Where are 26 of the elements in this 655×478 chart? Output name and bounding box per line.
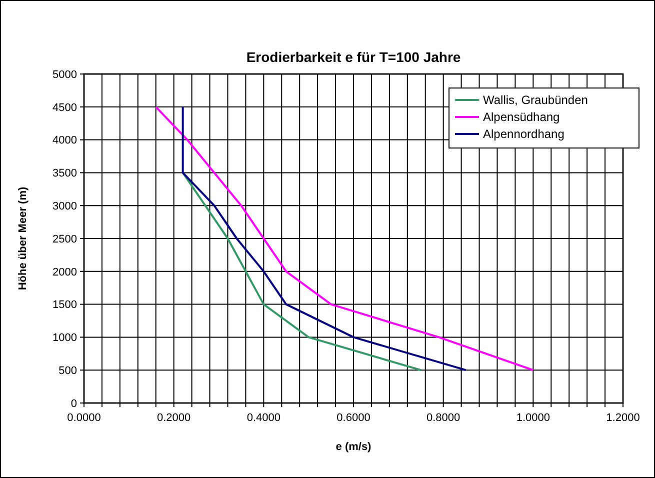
y-tick-label: 4500 [52, 102, 77, 114]
x-tick-label: 1.2000 [606, 412, 640, 424]
x-tick-label: 0.8000 [426, 412, 460, 424]
y-tick-label: 3000 [52, 200, 77, 212]
y-tick-label: 4000 [52, 134, 77, 147]
legend-label: Wallis, Graubünden [483, 93, 588, 108]
y-tick-label: 3500 [52, 168, 77, 180]
chart-title: Erodierbarkeit e für T=100 Jahre [246, 49, 461, 65]
x-axis-title: e (m/s) [336, 441, 372, 453]
x-tick-label: 0.2000 [157, 412, 191, 424]
y-tick-label: 2000 [52, 266, 77, 278]
y-tick-label: 1500 [52, 299, 77, 312]
legend-label: Alpennordhang [483, 127, 564, 142]
x-tick-label: 1.0000 [516, 412, 550, 424]
y-axis-title: Höhe über Meer (m) [17, 186, 29, 290]
y-tick-label: 0 [70, 398, 77, 410]
x-tick-label: 0.0000 [67, 412, 101, 424]
y-tick-label: 5000 [52, 68, 77, 81]
y-tick-label: 1000 [52, 332, 77, 344]
legend-label: Alpensüdhang [483, 110, 560, 124]
line-series [182, 106, 467, 372]
x-tick-label: 0.4000 [246, 412, 280, 424]
y-tick-label: 500 [58, 364, 77, 377]
x-tick-label: 0.6000 [336, 412, 370, 424]
line-series [182, 172, 422, 372]
y-tick-label: 2500 [52, 233, 77, 246]
